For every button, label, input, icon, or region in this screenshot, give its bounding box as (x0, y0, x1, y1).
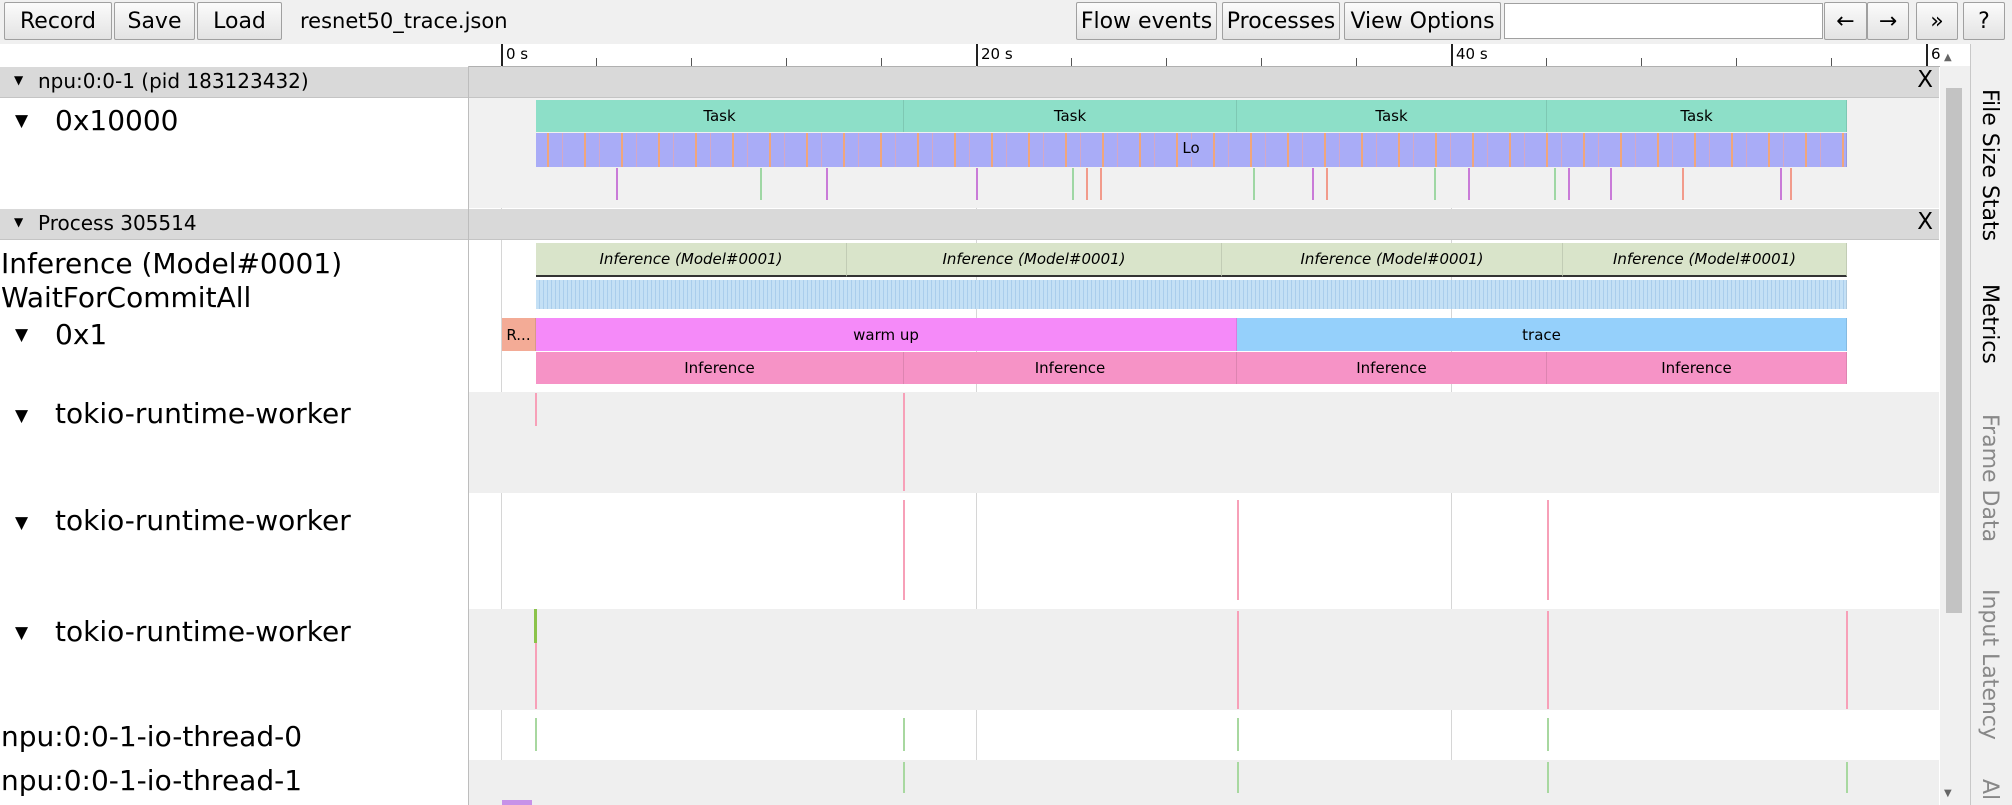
track-label-io-thread-1[interactable]: npu:0:0-1-io-thread-1 (0, 760, 468, 805)
expand-triangle-icon[interactable]: ▼ (15, 111, 29, 131)
scroll-up-arrow-icon[interactable]: ▲ (1944, 52, 1952, 63)
track-band (469, 609, 1939, 710)
expand-triangle-icon[interactable]: ▼ (15, 623, 29, 643)
inference-slice[interactable]: Inference (904, 352, 1237, 384)
expand-triangle-icon[interactable]: ▼ (15, 513, 29, 533)
prev-arrow-button[interactable]: ← (1824, 2, 1867, 40)
track-name: 0x1 (55, 318, 108, 351)
process-title: npu:0:0-1 (pid 183123432) (38, 69, 309, 93)
model-inference-slice[interactable]: Inference (Model#0001) (1563, 243, 1847, 277)
warm-up-slice[interactable]: warm up (536, 318, 1237, 351)
track-name: Inference (Model#0001) (1, 247, 343, 279)
track-label-io-thread-0[interactable]: npu:0:0-1-io-thread-0 (0, 711, 468, 759)
tab-file-size-stats[interactable]: File Size Stats (1977, 89, 2002, 242)
track-label-0x1[interactable]: ▼ 0x1 (0, 311, 468, 391)
ruler-label: 60 s (1931, 45, 1940, 63)
tab-frame-data[interactable]: Frame Data (1977, 414, 2002, 543)
flow-events-button[interactable]: Flow events (1076, 2, 1217, 40)
track-label-worker-2[interactable]: ▼ tokio-runtime-worker (0, 494, 468, 608)
track-name: npu:0:0-1-io-thread-1 (1, 764, 303, 797)
track-label-0x10000[interactable]: ▼ 0x10000 (0, 98, 468, 208)
task-slice[interactable]: Task (536, 100, 904, 132)
track-name: WaitForCommitAll (1, 281, 252, 310)
view-options-button[interactable]: View Options (1344, 2, 1501, 40)
processes-button[interactable]: Processes (1222, 2, 1340, 40)
track-name: tokio-runtime-worker (55, 504, 351, 537)
close-process-icon[interactable]: X (1917, 209, 1933, 235)
track-name: 0x10000 (55, 104, 179, 137)
wait-commit-slice[interactable] (536, 280, 1847, 309)
task-slice[interactable]: Task (1547, 100, 1847, 132)
track-label-worker-3[interactable]: ▼ tokio-runtime-worker (0, 609, 468, 710)
ruler-label: 40 s (1456, 45, 1488, 63)
r-slice[interactable]: R... (502, 318, 536, 351)
scrollbar-thumb[interactable] (1946, 88, 1962, 613)
scroll-down-arrow-icon[interactable]: ▼ (1944, 788, 1952, 799)
track-name: tokio-runtime-worker (55, 615, 351, 648)
model-inference-slice[interactable]: Inference (Model#0001) (847, 243, 1222, 277)
track-label-inference-model[interactable]: Inference (Model#0001) (0, 243, 468, 279)
trace-slice[interactable]: trace (1237, 318, 1847, 351)
expand-triangle-icon[interactable]: ▼ (15, 325, 29, 345)
model-inference-slice[interactable]: Inference (Model#0001) (1222, 243, 1563, 277)
label-panel-divider[interactable] (468, 66, 469, 805)
inference-slice[interactable]: Inference (1547, 352, 1847, 384)
track-band (469, 392, 1939, 493)
collapse-triangle-icon[interactable]: ▼ (14, 215, 24, 229)
ruler-label: 0 s (506, 45, 529, 63)
more-button[interactable]: » (1916, 2, 1958, 40)
ruler-label: 20 s (981, 45, 1013, 63)
side-panel-tabs: File Size Stats Metrics Frame Data Input… (1970, 44, 2012, 805)
track-label-worker-1[interactable]: ▼ tokio-runtime-worker (0, 392, 468, 493)
toolbar: Record Save Load resnet50_trace.json Flo… (0, 0, 2012, 44)
task-slice[interactable]: Task (1237, 100, 1547, 132)
trace-file-name: resnet50_trace.json (300, 9, 508, 33)
next-arrow-button[interactable]: → (1867, 2, 1909, 40)
expand-triangle-icon[interactable]: ▼ (15, 406, 29, 426)
process-header-305514[interactable]: ▼ Process 305514 X (0, 209, 1939, 240)
close-process-icon[interactable]: X (1917, 67, 1933, 93)
process-title: Process 305514 (38, 211, 197, 235)
time-ruler[interactable]: 0 s 20 s 40 s 60 s (469, 44, 1940, 67)
track-name: tokio-runtime-worker (55, 397, 351, 430)
lo-slice[interactable]: Lo (536, 133, 1847, 167)
inference-slice[interactable]: Inference (1237, 352, 1547, 384)
task-slice[interactable]: Task (904, 100, 1237, 132)
help-button[interactable]: ? (1963, 2, 2005, 40)
model-inference-slice[interactable]: Inference (Model#0001) (536, 243, 847, 277)
tab-input-latency[interactable]: Input Latency (1977, 589, 2002, 740)
track-name: npu:0:0-1-io-thread-0 (1, 720, 303, 753)
record-button[interactable]: Record (4, 2, 112, 40)
load-button[interactable]: Load (197, 2, 282, 40)
track-label-wait-commit[interactable]: WaitForCommitAll (0, 279, 468, 310)
inference-slice[interactable]: Inference (536, 352, 904, 384)
search-input[interactable] (1504, 3, 1823, 39)
save-button[interactable]: Save (114, 2, 195, 40)
process-header-npu[interactable]: ▼ npu:0:0-1 (pid 183123432) X (0, 67, 1939, 98)
lo-label: Lo (1180, 139, 1202, 157)
collapse-triangle-icon[interactable]: ▼ (14, 73, 24, 87)
tab-metrics[interactable]: Metrics (1977, 284, 2002, 364)
tab-al[interactable]: Al (1977, 779, 2002, 801)
track-band (469, 760, 1939, 805)
